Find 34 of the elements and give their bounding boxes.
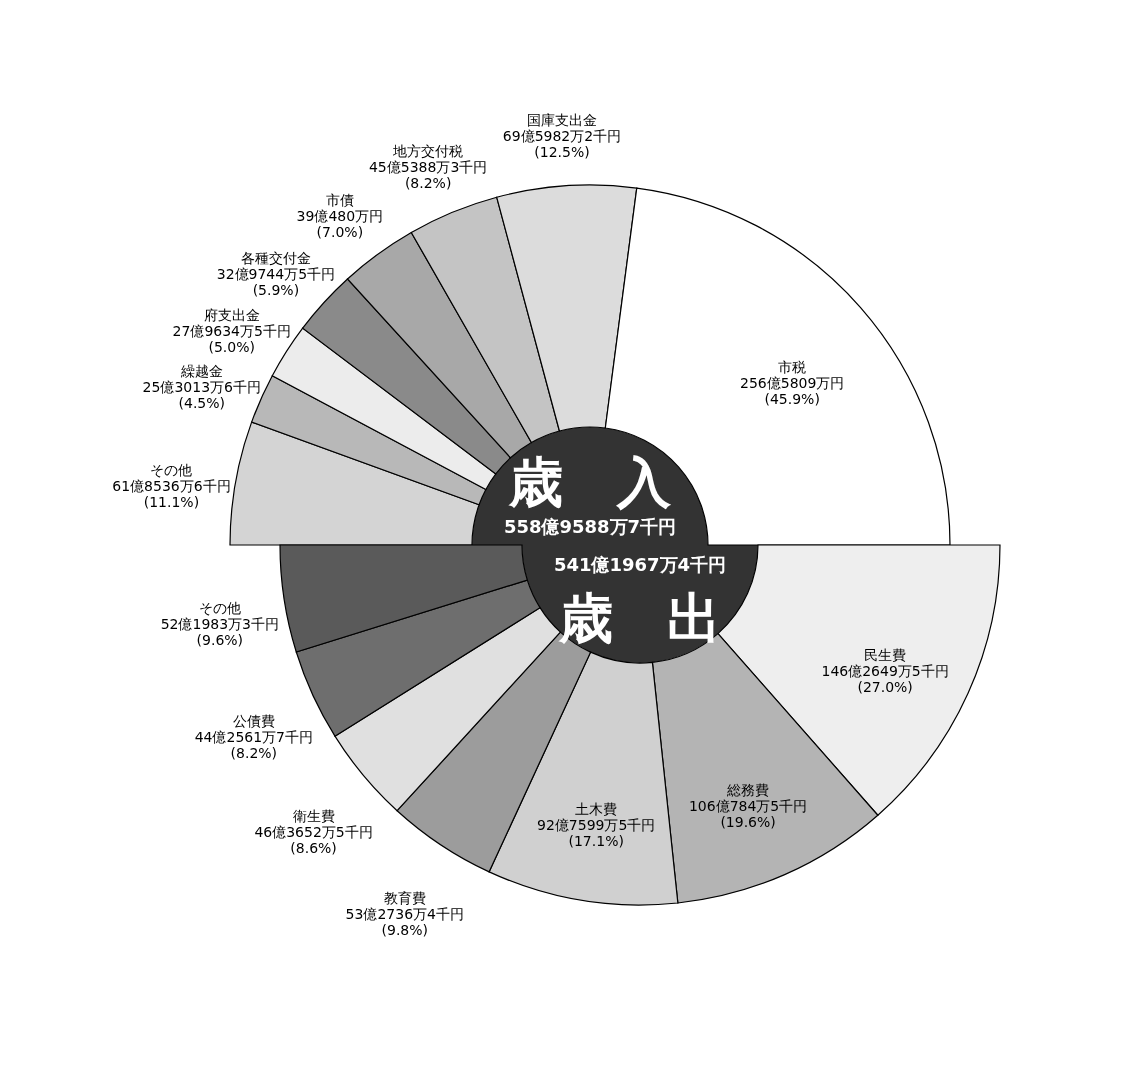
text: 541億1967万4千円 [553, 553, 727, 577]
slice-label: 市債 [325, 192, 354, 209]
slice-label: 教育費 [383, 889, 426, 906]
text: 歳 出 [559, 585, 721, 652]
data-label: 32億9744万5千円 (5.9%) [216, 265, 336, 298]
slice-label: 衛生費 [292, 808, 335, 825]
slice-label: 民生費 [864, 646, 907, 663]
slice-label: 繰越金 [179, 363, 223, 380]
data-label: 27億9634万5千円 (5.0%) [172, 323, 291, 356]
slice-label: その他 [198, 599, 241, 616]
data-label: 146億2649万5千円 (27.0%) [821, 662, 949, 695]
slice-label: 総務費 [726, 782, 770, 799]
data-label: 44億2561万7千円 (8.2%) [194, 729, 314, 762]
data-label: 39億480万円 (7.0%) [296, 208, 384, 241]
slice-label: 国庫支出金 [527, 111, 598, 128]
slice-label: 地方交付税 [392, 143, 464, 160]
data-label: 46億3652万5千円 (8.6%) [254, 824, 373, 857]
slice-label: その他 [150, 462, 193, 479]
data-label: 256億5809万円 (45.9%) [740, 374, 845, 407]
slice-label: 府支出金 [203, 307, 260, 324]
data-label: 53億2736万4千円 (9.8%) [345, 905, 464, 938]
data-label: 52億1983万3千円 (9.6%) [160, 615, 280, 648]
slice-label: 市税 [778, 358, 807, 375]
slice-label: 土木費 [575, 801, 618, 818]
text: 558億9588万7千円 [503, 515, 677, 539]
slice-label: 公債費 [232, 713, 275, 730]
data-label: 61億8536万6千円 (11.1%) [112, 478, 231, 511]
data-label: 25億3013万6千円 (4.5%) [142, 379, 261, 412]
data-label: 45億5388万3千円 (8.2%) [368, 159, 488, 192]
data-label: 92億7599万5千円 (17.1%) [537, 817, 656, 850]
slice-label: 各種交付金 [240, 249, 311, 266]
data-label: 69億5982万2千円 (12.5%) [502, 127, 622, 160]
text: 歳 入 [509, 450, 671, 514]
data-label: 106億784万5千円 (19.6%) [688, 798, 808, 831]
